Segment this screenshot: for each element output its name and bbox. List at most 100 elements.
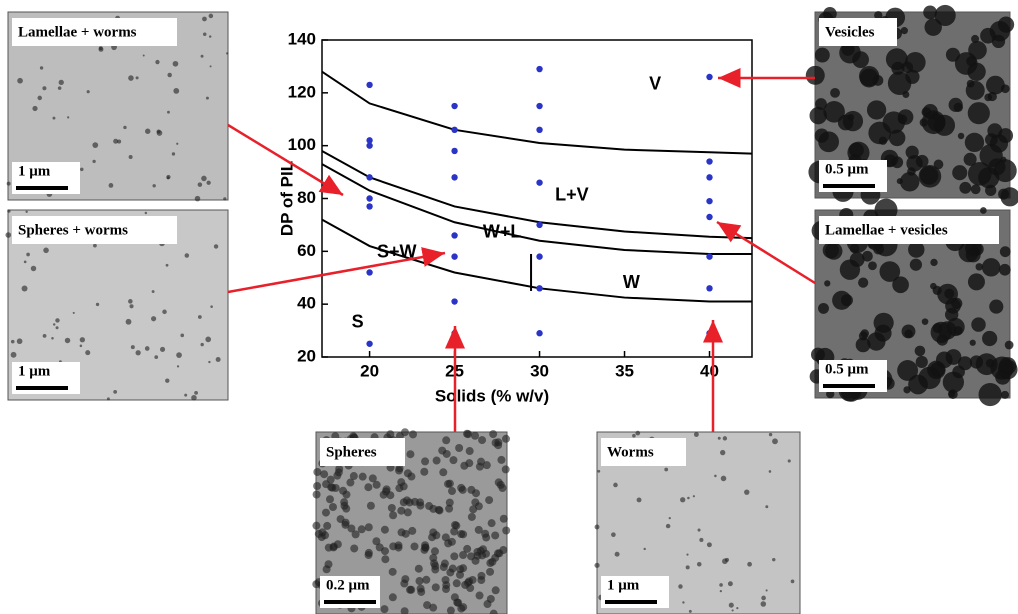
texture [970,340,976,346]
texture [129,304,133,308]
texture [666,524,670,528]
texture [980,207,987,214]
texture [322,509,330,517]
texture [765,505,768,508]
texture [67,116,69,118]
texture [400,580,408,588]
texture [152,184,155,187]
texture [59,80,64,85]
texture [487,595,495,603]
texture [40,66,43,69]
texture [448,487,456,495]
texture [686,565,690,569]
texture [788,459,791,462]
texture [982,258,1000,276]
texture [313,491,321,499]
texture [718,437,721,440]
texture [810,107,827,124]
texture [930,283,937,290]
texture [439,468,447,476]
texture [838,115,854,131]
texture [875,325,892,342]
texture [498,484,506,492]
texture [998,189,1009,200]
data-point [366,269,372,275]
texture [430,559,438,567]
texture [916,356,928,368]
texture [891,156,903,168]
texture [415,577,423,585]
texture [323,522,331,530]
texture [176,143,178,145]
data-point [706,158,712,164]
texture [80,345,83,348]
page: {"chart_data":{"type":"scatter","x_label… [0,0,1018,614]
texture [329,503,337,511]
texture [465,577,473,585]
texture [382,487,390,495]
texture [934,160,944,170]
inset-label: Lamellae + worms [18,24,137,40]
texture [416,502,424,510]
texture [53,323,55,325]
texture [460,462,468,470]
texture [466,584,474,592]
texture [201,176,207,182]
texture [954,326,963,335]
texture [173,61,179,67]
texture [472,489,480,497]
texture [421,543,429,551]
texture [155,60,159,64]
texture [445,505,453,513]
texture [420,468,428,476]
texture [214,244,218,248]
texture [502,527,510,535]
texture [915,346,926,357]
x-tick-label: 30 [530,361,549,380]
texture [205,337,211,343]
texture [811,348,825,362]
scale-label: 0.2 μm [326,577,370,593]
texture [697,562,702,567]
texture [5,232,11,238]
data-point [536,66,542,72]
texture [457,484,465,492]
data-point [706,74,712,80]
texture [131,345,135,349]
texture [904,330,912,338]
texture [340,502,348,510]
texture [358,525,366,533]
texture [955,52,978,75]
texture [922,107,932,117]
texture [154,355,158,359]
texture [431,547,439,555]
texture [859,331,868,340]
texture [910,259,922,271]
texture [151,316,156,321]
texture [732,609,734,611]
texture [195,196,201,202]
texture [736,607,738,609]
texture [432,531,440,539]
texture [945,298,961,314]
texture [900,172,920,192]
texture [769,433,772,436]
texture [959,182,971,194]
data-point [366,174,372,180]
texture [397,478,405,486]
texture [482,550,490,558]
texture [867,100,886,119]
texture [389,593,397,601]
texture [24,260,27,263]
texture [637,497,642,502]
texture [958,133,964,139]
texture [597,470,600,473]
texture [852,51,869,68]
texture [1000,157,1006,163]
y-tick-label: 60 [297,241,316,260]
texture [669,517,671,519]
texture [210,305,213,308]
texture [927,361,946,380]
